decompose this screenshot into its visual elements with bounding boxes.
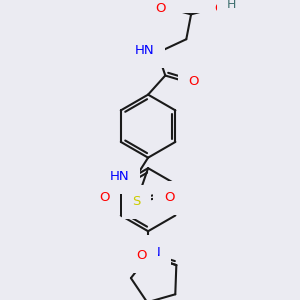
Text: HN: HN — [110, 170, 129, 183]
Text: HN: HN — [134, 44, 154, 57]
Text: O: O — [189, 75, 199, 88]
Text: H: H — [226, 0, 236, 11]
Text: O: O — [155, 2, 166, 15]
Text: N: N — [151, 246, 160, 259]
Text: O: O — [164, 191, 174, 204]
Text: S: S — [132, 195, 141, 208]
Text: O: O — [214, 2, 225, 15]
Text: O: O — [99, 191, 110, 204]
Text: O: O — [137, 249, 147, 262]
